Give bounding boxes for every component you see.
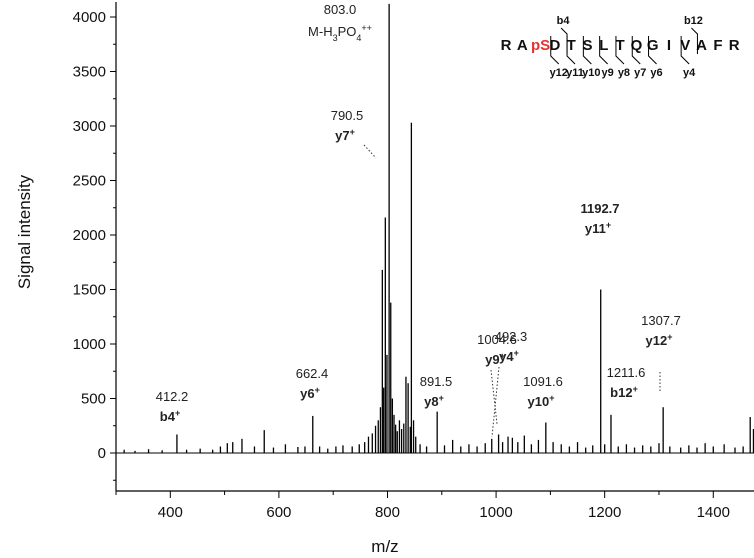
y-ion-label: y6: [650, 67, 662, 79]
peptide-residue: V: [680, 37, 690, 54]
x-tick-label: 600: [266, 504, 291, 521]
peak-ion-label: y7+: [335, 127, 355, 143]
peptide-residue: R: [729, 37, 740, 54]
peak-mz-label: 1307.7: [641, 313, 681, 328]
peak-annotation: 492.3 y4+: [491, 329, 528, 438]
y-tick-label: 2500: [73, 173, 106, 190]
peptide-residue: F: [713, 37, 722, 54]
y-tick-label: 500: [81, 391, 106, 408]
peak-ion-label: y6+: [300, 385, 320, 401]
y-ion-bracket: [550, 36, 560, 65]
y-ion-bracket: [648, 36, 657, 65]
peptide-residue: D: [549, 37, 560, 54]
peak-mz-label: 1004.6: [477, 332, 517, 347]
peak-ion-label: y11+: [585, 220, 611, 236]
peak-ion-label: y4+: [499, 348, 519, 364]
peak-mz-label: 1192.7: [580, 201, 619, 216]
peak-annotation: 790.5 y7+: [331, 108, 377, 159]
peak-ion-label: y9+: [485, 351, 505, 367]
y-ion-label: y7: [634, 67, 646, 79]
peptide-residue: pS: [531, 37, 550, 54]
annotation-leader: [363, 144, 377, 159]
b-ion-bracket: [691, 27, 698, 54]
y-ion-bracket: [615, 36, 625, 65]
peak-annotation: 1004.6 y9+: [477, 332, 517, 425]
y-tick-label: 4000: [73, 9, 106, 26]
peak-series: [123, 3, 754, 453]
y-ion-bracket: [582, 36, 592, 65]
x-tick-label: 400: [158, 504, 183, 521]
y-tick-label: 3000: [73, 118, 106, 135]
annotation-leader: [491, 366, 500, 438]
peak-annotation: 1192.7 y11+: [580, 201, 619, 236]
y-ion-bracket: [680, 36, 690, 65]
axes: 0 500 1000 1500 2000 2500 3000 3500 4000 400 600 80…: [73, 2, 754, 521]
peak-ion-label: y10+: [528, 393, 555, 409]
peak-mz-label: 492.3: [495, 329, 528, 344]
x-tick-label: 800: [375, 504, 400, 521]
peptide-residue: L: [599, 37, 608, 54]
peptide-residue: A: [696, 37, 707, 54]
peptide-residue: T: [616, 37, 625, 54]
y-axis-title: Signal intensity: [15, 174, 34, 289]
peptide-residue: G: [647, 37, 659, 54]
peak-annotation: 1307.7 y12+: [641, 313, 681, 392]
y-tick-label: 2000: [73, 227, 106, 244]
peptide-residue: I: [667, 37, 671, 54]
peak-mz-label: 662.4: [296, 366, 329, 381]
y-ion-bracket: [631, 36, 641, 65]
b-ion-label: b4: [557, 15, 571, 27]
y-ion-label: y4: [683, 67, 696, 79]
peptide-residue: T: [567, 37, 576, 54]
peak-ion-label: b4+: [160, 408, 180, 424]
peak-annotation: 1091.6 y10+: [523, 374, 563, 409]
peak-ion-label: M-H3PO4++: [308, 23, 372, 43]
peptide-residue: R: [501, 37, 512, 54]
y-ion-label: y9: [602, 67, 614, 79]
y-tick-label: 1000: [73, 336, 106, 353]
y-ion-label: y11: [566, 67, 584, 79]
peak-ion-label: b12+: [610, 384, 638, 400]
peak-mz-label: 1211.6: [607, 365, 646, 380]
peptide-residue: Q: [631, 37, 643, 54]
y-tick-label: 1500: [73, 282, 106, 299]
peak-annotations: 412.2 b4+ 492.3 y4+ 662.4 y6+ 790.5 y7+ 803.0 M-H…: [156, 2, 681, 438]
b-ion-label: b12: [684, 15, 703, 27]
peak-annotation: 412.2 b4+: [156, 389, 189, 424]
peak-mz-label: 803.0: [324, 2, 357, 17]
peptide-residue: A: [517, 37, 528, 54]
y-tick-label: 0: [98, 445, 106, 462]
x-axis-title: m/z: [371, 537, 398, 556]
y-ion-bracket: [566, 36, 576, 65]
peptide-residue: S: [582, 37, 592, 54]
peak-ion-label: y8+: [424, 393, 444, 409]
peak-annotation: 1211.6 b12+: [607, 365, 646, 400]
y-ion-label: y12: [550, 67, 568, 79]
peak-mz-label: 891.5: [420, 374, 453, 389]
y-ion-label: y10: [582, 67, 600, 79]
x-tick-label: 1400: [697, 504, 730, 521]
peak-ion-label: y12+: [646, 332, 673, 348]
peak-annotation: 891.5 y8+: [420, 374, 453, 409]
y-ion-label: y8: [618, 67, 630, 79]
peak-mz-label: 412.2: [156, 389, 189, 404]
peak-mz-label: 1091.6: [523, 374, 563, 389]
peak-mz-label: 790.5: [331, 108, 364, 123]
peak-annotation: 662.4 y6+: [296, 366, 329, 401]
x-tick-label: 1000: [479, 504, 512, 521]
x-tick-label: 1200: [588, 504, 621, 521]
y-ion-bracket: [599, 36, 609, 65]
peak-annotation: 803.0 M-H3PO4++: [308, 2, 372, 43]
y-tick-label: 3500: [73, 64, 106, 81]
